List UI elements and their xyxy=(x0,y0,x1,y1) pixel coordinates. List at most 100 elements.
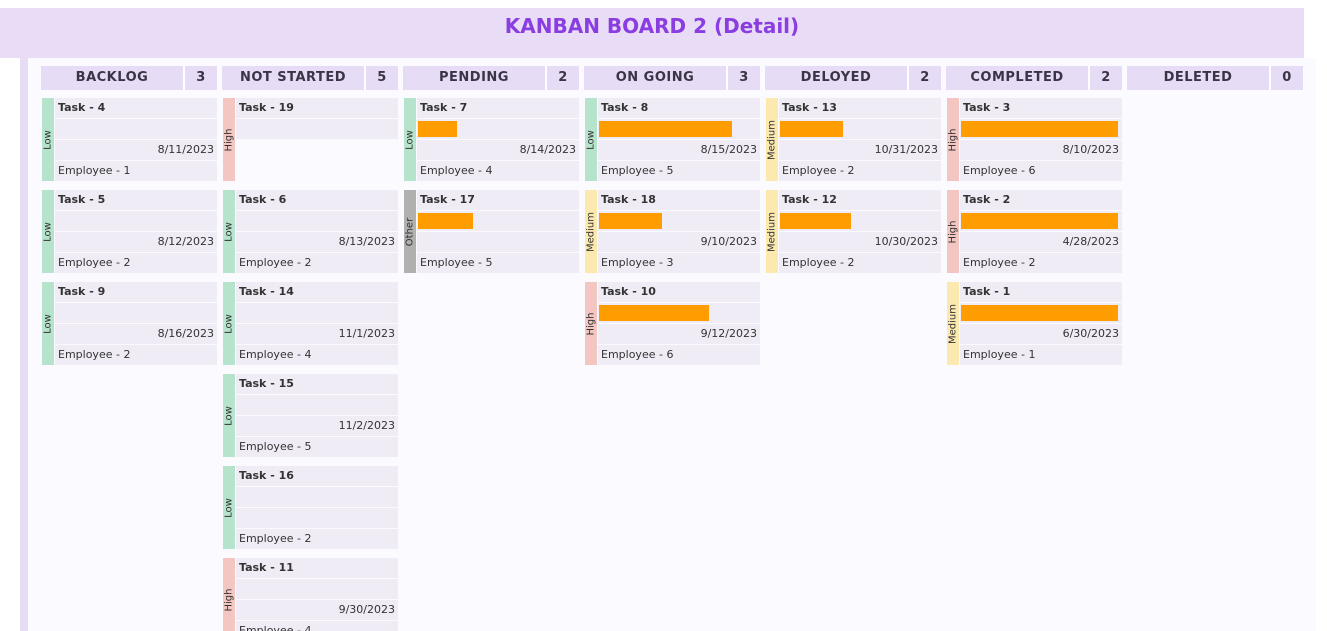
priority-strip: Low xyxy=(223,190,235,273)
card-title: Task - 6 xyxy=(236,190,398,210)
card-date: 11/2/2023 xyxy=(236,416,398,436)
priority-strip: High xyxy=(223,558,235,631)
priority-label: Low xyxy=(42,129,54,150)
priority-label: Medium xyxy=(766,211,778,252)
card-title: Task - 1 xyxy=(960,282,1122,302)
card-row xyxy=(236,395,398,415)
card-employee: Employee - 6 xyxy=(598,345,760,365)
card-title: Task - 16 xyxy=(236,466,398,486)
priority-label: High xyxy=(585,312,597,335)
priority-strip: Low xyxy=(404,98,416,181)
card-title: Task - 8 xyxy=(598,98,760,118)
priority-label: Low xyxy=(223,405,235,426)
progress-bar xyxy=(599,213,662,229)
progress-bar xyxy=(961,121,1118,137)
card-employee: Employee - 2 xyxy=(779,161,941,181)
card-title: Task - 4 xyxy=(55,98,217,118)
card-employee: Employee - 2 xyxy=(236,529,398,549)
card-title: Task - 13 xyxy=(779,98,941,118)
column-count: 2 xyxy=(545,66,579,90)
card-date: 4/28/2023 xyxy=(960,232,1122,252)
priority-label: Medium xyxy=(947,303,959,344)
priority-label: High xyxy=(223,128,235,151)
card-title: Task - 2 xyxy=(960,190,1122,210)
card-row xyxy=(236,579,398,599)
card-date: 9/12/2023 xyxy=(598,324,760,344)
card-row xyxy=(55,303,217,323)
card-row xyxy=(236,487,398,507)
priority-strip: High xyxy=(947,190,959,273)
card-employee: Employee - 5 xyxy=(236,437,398,457)
card-employee: Employee - 2 xyxy=(55,345,217,365)
column-count: 5 xyxy=(364,66,398,90)
column-header: NOT STARTED xyxy=(222,66,364,90)
card-date: 8/11/2023 xyxy=(55,140,217,160)
card-date: 10/30/2023 xyxy=(779,232,941,252)
card-employee: Employee - 5 xyxy=(417,253,579,273)
card-date: 8/16/2023 xyxy=(55,324,217,344)
priority-strip: Low xyxy=(42,190,54,273)
priority-strip: High xyxy=(223,98,235,181)
card-employee: Employee - 2 xyxy=(236,253,398,273)
priority-strip: Other xyxy=(404,190,416,273)
column-header: DELETED xyxy=(1127,66,1269,90)
priority-label: Low xyxy=(404,129,416,150)
card-date: 9/10/2023 xyxy=(598,232,760,252)
priority-strip: Low xyxy=(223,374,235,457)
card-date: 9/30/2023 xyxy=(236,600,398,620)
priority-strip: Medium xyxy=(766,190,778,273)
column-count: 2 xyxy=(907,66,941,90)
card-title: Task - 9 xyxy=(55,282,217,302)
card-employee: Employee - 1 xyxy=(960,345,1122,365)
column-header: ON GOING xyxy=(584,66,726,90)
card-date: 8/15/2023 xyxy=(598,140,760,160)
card-row xyxy=(236,119,398,139)
card-title: Task - 7 xyxy=(417,98,579,118)
card-title: Task - 10 xyxy=(598,282,760,302)
card-employee: Employee - 3 xyxy=(598,253,760,273)
priority-strip: Medium xyxy=(766,98,778,181)
progress-bar xyxy=(599,305,709,321)
side-bar xyxy=(20,58,28,631)
progress-bar xyxy=(418,213,473,229)
priority-label: High xyxy=(223,588,235,611)
column-header: BACKLOG xyxy=(41,66,183,90)
priority-label: Medium xyxy=(585,211,597,252)
priority-label: Low xyxy=(42,313,54,334)
card-date: 11/1/2023 xyxy=(236,324,398,344)
progress-bar xyxy=(961,213,1118,229)
column-count: 0 xyxy=(1269,66,1303,90)
priority-strip: Low xyxy=(223,466,235,549)
priority-strip: Low xyxy=(42,98,54,181)
card-date: 8/13/2023 xyxy=(236,232,398,252)
progress-bar xyxy=(599,121,733,137)
progress-bar xyxy=(961,305,1118,321)
priority-strip: High xyxy=(947,98,959,181)
column-header: DELOYED xyxy=(765,66,907,90)
priority-label: Low xyxy=(585,129,597,150)
card-employee: Employee - 4 xyxy=(417,161,579,181)
priority-strip: Low xyxy=(42,282,54,365)
card-date xyxy=(417,232,579,252)
progress-bar xyxy=(418,121,458,137)
card-employee: Employee - 6 xyxy=(960,161,1122,181)
card-title: Task - 14 xyxy=(236,282,398,302)
card-date: 8/14/2023 xyxy=(417,140,579,160)
card-date: 6/30/2023 xyxy=(960,324,1122,344)
card-employee: Employee - 2 xyxy=(779,253,941,273)
card-employee: Employee - 5 xyxy=(598,161,760,181)
column-header: COMPLETED xyxy=(946,66,1088,90)
card-employee: Employee - 2 xyxy=(55,253,217,273)
card-title: Task - 12 xyxy=(779,190,941,210)
column-count: 2 xyxy=(1088,66,1122,90)
card-employee: Employee - 2 xyxy=(960,253,1122,273)
card-row xyxy=(236,303,398,323)
card-title: Task - 3 xyxy=(960,98,1122,118)
card-employee: Employee - 4 xyxy=(236,345,398,365)
card-date: 8/12/2023 xyxy=(55,232,217,252)
priority-label: Low xyxy=(223,221,235,242)
priority-label: Other xyxy=(404,217,416,246)
priority-strip: Medium xyxy=(585,190,597,273)
